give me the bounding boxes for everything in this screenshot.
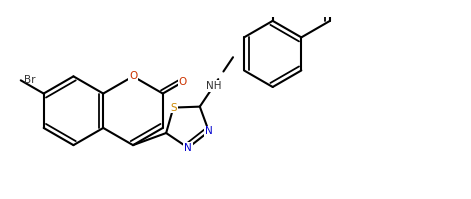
Text: N: N (184, 143, 192, 153)
Text: O: O (179, 77, 187, 87)
Text: N: N (205, 126, 213, 137)
Text: O: O (129, 71, 137, 81)
Text: NH: NH (206, 81, 221, 91)
Text: Br: Br (24, 75, 35, 85)
Text: S: S (170, 103, 177, 113)
